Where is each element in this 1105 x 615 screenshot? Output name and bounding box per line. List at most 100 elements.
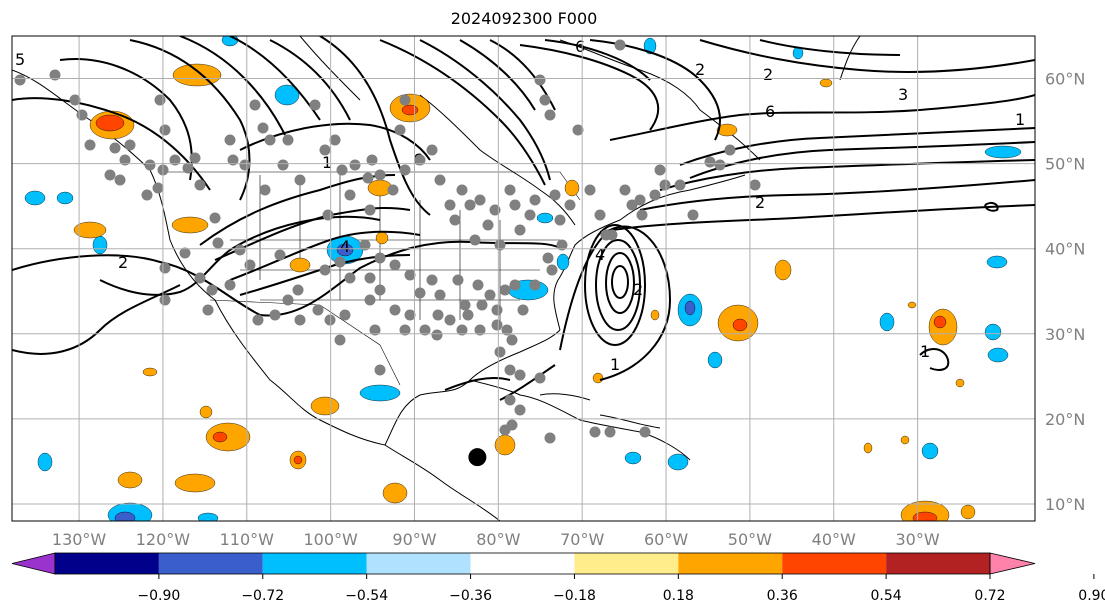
- station-dot: [202, 304, 214, 316]
- colorbar-tick-label: 0.72: [974, 588, 1005, 604]
- station-dot: [374, 364, 386, 376]
- station-dot: [179, 247, 191, 259]
- station-dot: [319, 264, 331, 276]
- longitude-label: 100°W: [303, 530, 358, 549]
- station-dot: [542, 252, 554, 264]
- station-dot: [141, 189, 153, 201]
- station-dot: [426, 274, 438, 286]
- station-dot: [364, 272, 376, 284]
- station-dot: [119, 154, 131, 166]
- station-dot: [374, 252, 386, 264]
- station-dot: [259, 184, 271, 196]
- station-dot: [394, 124, 406, 136]
- station-dot: [189, 152, 201, 164]
- station-dot: [324, 314, 336, 326]
- station-dot: [659, 179, 671, 191]
- station-markers: [14, 39, 761, 444]
- colorbar-tick-label: −0.18: [553, 588, 596, 604]
- station-dot: [749, 179, 761, 191]
- station-dot: [282, 294, 294, 306]
- station-dot: [504, 394, 516, 406]
- station-dot: [494, 239, 506, 251]
- station-dot: [292, 284, 304, 296]
- station-dot: [76, 109, 88, 121]
- station-dot: [182, 162, 194, 174]
- colorbar-tick-label: −0.72: [241, 588, 284, 604]
- station-dot: [556, 239, 568, 251]
- latitude-label: 30°N: [1045, 325, 1085, 344]
- station-dot: [517, 304, 529, 316]
- station-dot: [399, 324, 411, 336]
- colorbar-tick-label: 0.18: [663, 588, 694, 604]
- station-dot: [514, 404, 526, 416]
- station-dot: [212, 237, 224, 249]
- station-dot: [472, 279, 484, 291]
- station-dot: [509, 199, 521, 211]
- longitude-label: 40°W: [812, 530, 856, 549]
- coastlines: [12, 36, 861, 521]
- station-dot: [239, 159, 251, 171]
- station-dot: [639, 426, 651, 438]
- station-dot: [549, 189, 561, 201]
- svg-text:2: 2: [755, 193, 765, 212]
- longitude-label: 110°W: [220, 530, 275, 549]
- svg-text:1: 1: [1015, 110, 1025, 129]
- svg-text:1: 1: [322, 153, 332, 172]
- colorbar-tick-label: −0.90: [137, 588, 180, 604]
- station-dot: [482, 219, 494, 231]
- station-dot: [534, 74, 546, 86]
- station-dot: [564, 199, 576, 211]
- station-dot: [506, 419, 518, 431]
- station-dot: [634, 194, 646, 206]
- station-dot: [432, 309, 444, 321]
- station-dot: [554, 214, 566, 226]
- station-dot: [364, 204, 376, 216]
- station-dot: [152, 182, 164, 194]
- svg-text:4: 4: [340, 237, 350, 256]
- station-dot: [444, 314, 456, 326]
- longitude-label: 60°W: [644, 530, 688, 549]
- station-dot: [334, 334, 346, 346]
- station-dot: [399, 94, 411, 106]
- station-dot: [529, 279, 541, 291]
- svg-text:6: 6: [575, 37, 585, 56]
- colorbar-extend-low: [11, 552, 56, 575]
- station-dot: [491, 319, 503, 331]
- station-dot: [414, 287, 426, 299]
- station-dot: [469, 234, 481, 246]
- station-dot: [674, 179, 686, 191]
- latitude-label: 40°N: [1045, 240, 1085, 259]
- station-dot: [124, 139, 136, 151]
- longitude-label: 130°W: [52, 530, 107, 549]
- station-dot: [456, 184, 468, 196]
- station-dot: [614, 39, 626, 51]
- station-dot: [444, 199, 456, 211]
- map-frame: [11, 35, 1036, 522]
- station-dot: [539, 94, 551, 106]
- station-dot: [84, 139, 96, 151]
- station-dot: [282, 134, 294, 146]
- contour-labels: 2 1 4 6 4 1 2 2 2 6 3 1 2 1 5 6: [15, 37, 1025, 374]
- station-dot: [339, 309, 351, 321]
- station-dot: [144, 159, 156, 171]
- station-dot: [654, 164, 666, 176]
- station-dot: [491, 304, 503, 316]
- longitude-label: 120°W: [136, 530, 191, 549]
- station-dot: [329, 134, 341, 146]
- station-dot: [159, 294, 171, 306]
- svg-text:4: 4: [595, 245, 605, 264]
- station-dot: [572, 124, 584, 136]
- station-dot: [264, 134, 276, 146]
- positive-anomalies: [73, 63, 976, 521]
- station-dot: [334, 256, 346, 268]
- station-dot: [269, 309, 281, 321]
- station-dot: [322, 209, 334, 221]
- colorbar: [11, 552, 1036, 575]
- station-dot: [514, 224, 526, 236]
- colorbar-segment: [678, 553, 783, 574]
- station-dot: [69, 94, 81, 106]
- station-dot: [431, 329, 443, 341]
- station-dot: [434, 174, 446, 186]
- station-dot: [534, 372, 546, 384]
- colorbar-segment: [574, 553, 679, 574]
